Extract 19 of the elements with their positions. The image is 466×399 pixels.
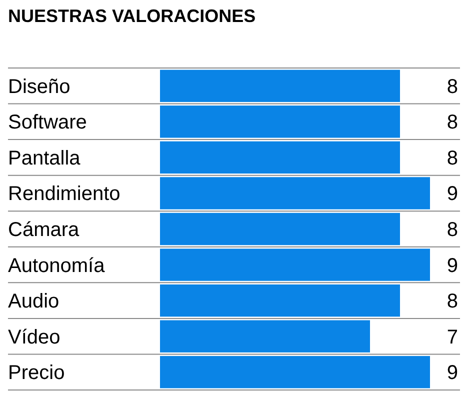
y-tick-label: Audio xyxy=(8,290,60,313)
data-label: 9 xyxy=(446,254,458,277)
data-label: 7 xyxy=(446,326,458,348)
y-tick-label: Rendimiento xyxy=(8,183,120,206)
data-label: 9 xyxy=(446,362,458,384)
y-tick-label: Precio xyxy=(8,362,65,384)
data-label: 8 xyxy=(446,219,458,241)
y-tick-label: Autonomía xyxy=(8,254,106,277)
y-tick-label: Cámara xyxy=(8,219,80,241)
y-tick-label: Diseño xyxy=(8,76,70,98)
y-tick-label: Software xyxy=(8,112,87,134)
chart-title: NUESTRAS VALORACIONES xyxy=(8,6,256,26)
data-label: 8 xyxy=(446,76,458,98)
y-tick-label: Vídeo xyxy=(8,326,60,348)
data-label: 8 xyxy=(446,112,458,134)
data-label: 8 xyxy=(446,290,458,313)
y-tick-label: Pantalla xyxy=(8,147,82,170)
data-label: 8 xyxy=(446,147,458,170)
data-label: 9 xyxy=(446,183,458,206)
